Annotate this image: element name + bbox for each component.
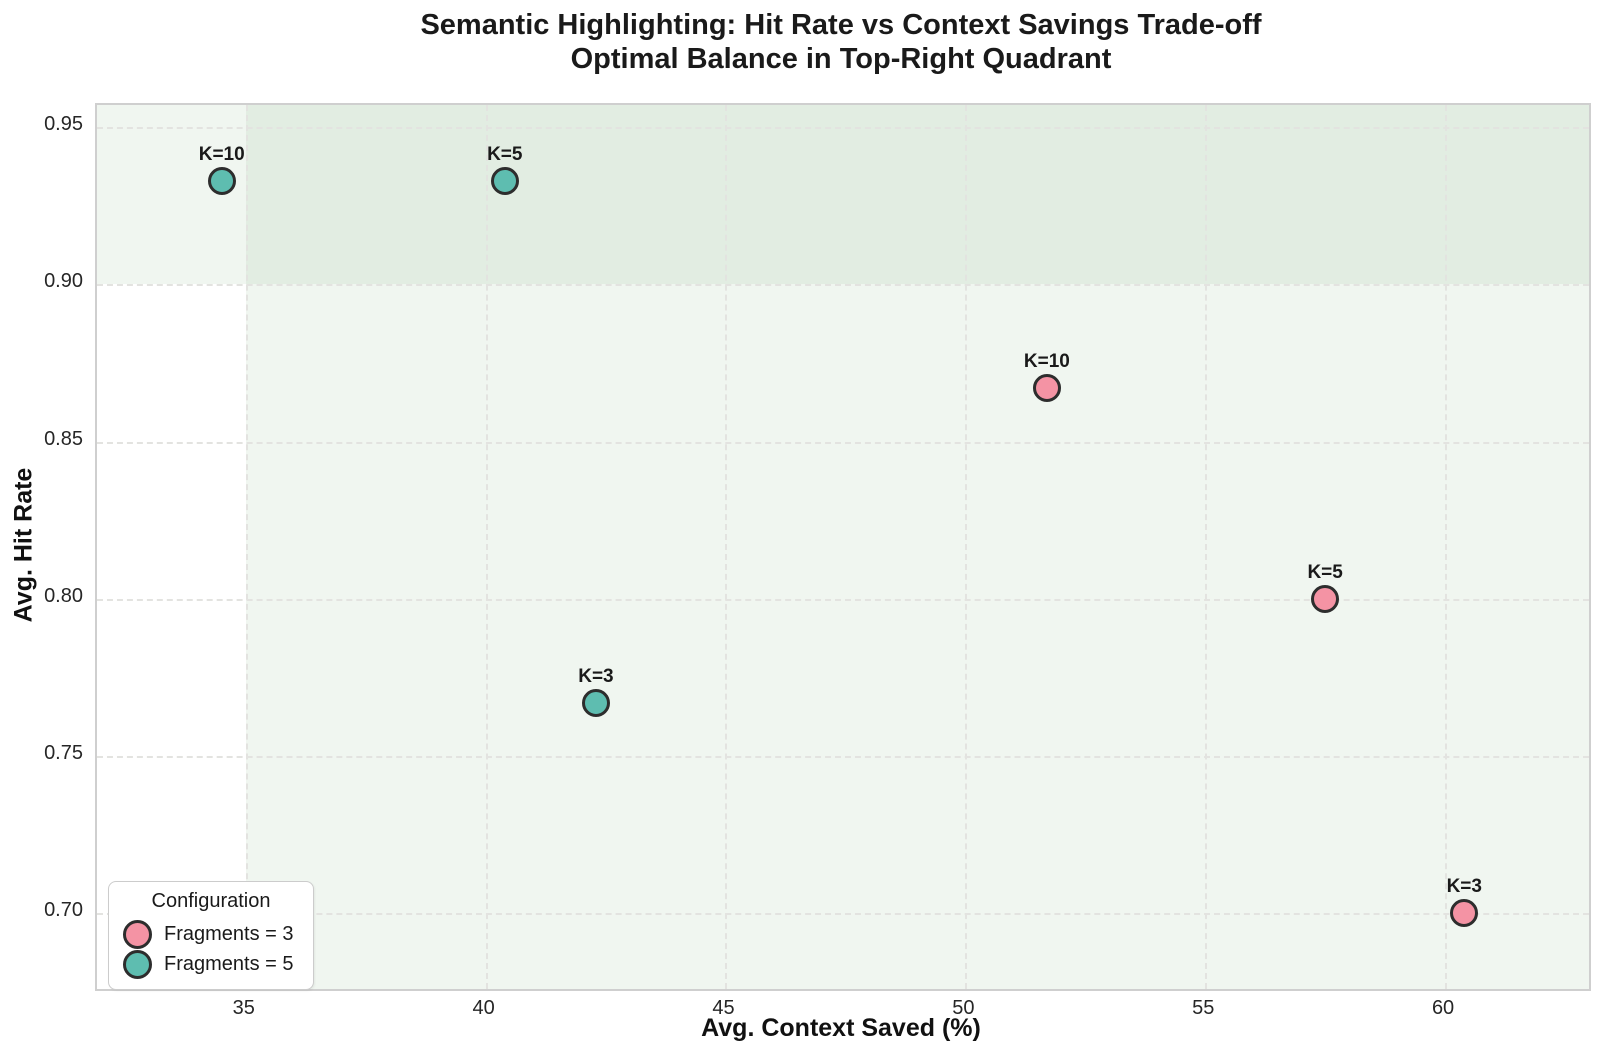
y-gridline bbox=[97, 913, 1589, 916]
x-gridline bbox=[965, 105, 968, 989]
x-gridline bbox=[485, 105, 488, 989]
y-gridline bbox=[97, 284, 1589, 287]
point-label: K=3 bbox=[578, 665, 614, 687]
y-gridline bbox=[97, 598, 1589, 601]
data-point bbox=[1311, 584, 1340, 613]
x-tick-label: 40 bbox=[472, 997, 495, 1019]
data-point bbox=[207, 166, 236, 195]
point-label: K=10 bbox=[1023, 351, 1070, 373]
x-gridline bbox=[725, 105, 728, 989]
data-point bbox=[1450, 899, 1479, 928]
plot-area: Configuration Fragments = 3 Fragments = … bbox=[95, 103, 1591, 991]
y-tick-label: 0.90 bbox=[44, 270, 83, 293]
point-label: K=5 bbox=[487, 143, 523, 165]
highlight-hspan bbox=[97, 105, 1589, 285]
x-tick-label: 50 bbox=[952, 997, 975, 1019]
chart-title: Semantic Highlighting: Hit Rate vs Conte… bbox=[95, 8, 1587, 76]
x-tick-label: 35 bbox=[232, 997, 255, 1019]
y-tick-label: 0.85 bbox=[44, 427, 83, 450]
data-point bbox=[581, 688, 610, 717]
legend-item-label: Fragments = 5 bbox=[164, 952, 294, 975]
y-gridline bbox=[97, 756, 1589, 759]
legend: Configuration Fragments = 3 Fragments = … bbox=[108, 881, 314, 990]
x-gridline bbox=[245, 105, 248, 989]
point-label: K=10 bbox=[198, 143, 245, 165]
y-gridline bbox=[97, 127, 1589, 130]
point-label: K=3 bbox=[1446, 876, 1482, 898]
y-tick-label: 0.70 bbox=[44, 899, 83, 922]
x-gridline bbox=[1445, 105, 1448, 989]
y-axis-label: Avg. Hit Rate bbox=[9, 467, 38, 623]
highlight-vspan bbox=[245, 105, 1589, 989]
legend-title: Configuration bbox=[151, 890, 271, 912]
y-tick-label: 0.95 bbox=[44, 113, 83, 136]
legend-swatch-fragments-5-icon bbox=[123, 949, 152, 979]
x-axis-label: Avg. Context Saved (%) bbox=[701, 1014, 981, 1042]
legend-item-fragments-5: Fragments = 5 bbox=[109, 949, 313, 979]
y-gridline bbox=[97, 441, 1589, 444]
x-gridline bbox=[1205, 105, 1208, 989]
x-tick-label: 45 bbox=[712, 997, 735, 1019]
chart-title-line1: Semantic Highlighting: Hit Rate vs Conte… bbox=[420, 9, 1262, 41]
y-tick-label: 0.80 bbox=[44, 584, 83, 607]
legend-item-label: Fragments = 3 bbox=[164, 922, 294, 945]
data-point bbox=[1032, 374, 1061, 403]
chart-title-line2: Optimal Balance in Top-Right Quadrant bbox=[570, 43, 1112, 75]
legend-swatch-fragments-3-icon bbox=[123, 919, 152, 949]
x-tick-label: 55 bbox=[1192, 997, 1215, 1019]
legend-item-fragments-3: Fragments = 3 bbox=[109, 919, 313, 949]
point-label: K=5 bbox=[1307, 561, 1343, 583]
y-tick-label: 0.75 bbox=[44, 742, 83, 765]
x-tick-label: 60 bbox=[1431, 997, 1455, 1019]
data-point bbox=[490, 166, 519, 195]
